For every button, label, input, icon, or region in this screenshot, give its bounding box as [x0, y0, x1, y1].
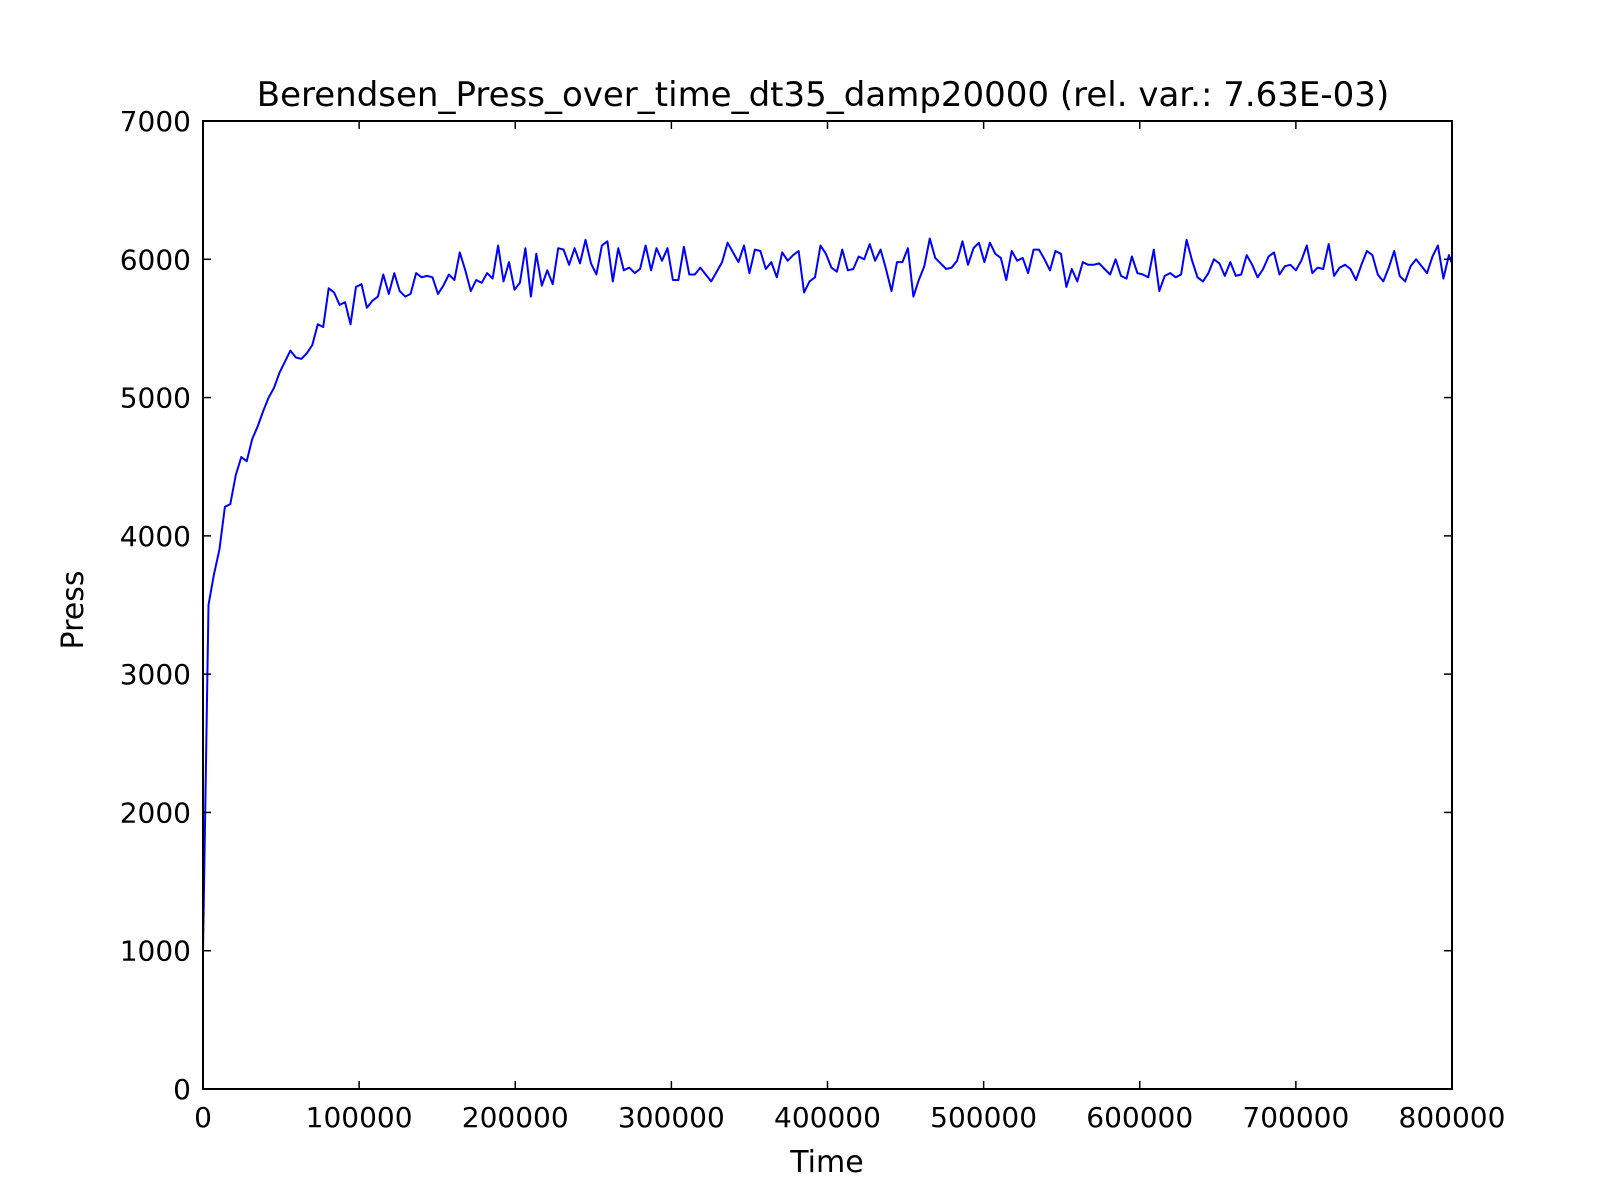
y-tick-label: 2000	[120, 796, 191, 829]
x-axis-label: Time	[789, 1145, 863, 1180]
x-tick-label: 100000	[306, 1101, 413, 1134]
x-tick-label: 600000	[1086, 1101, 1193, 1134]
y-tick-label: 5000	[120, 382, 191, 415]
y-axis-label: Press	[56, 571, 91, 650]
y-tick-label: 3000	[120, 658, 191, 691]
y-tick-label: 7000	[120, 105, 191, 138]
x-tick-label: 0	[194, 1101, 212, 1134]
x-tick-label: 200000	[462, 1101, 569, 1134]
x-tick-label: 800000	[1399, 1101, 1506, 1134]
series-line	[202, 237, 1453, 951]
y-tick-label: 4000	[120, 520, 191, 553]
plot-content	[202, 237, 1453, 951]
y-tick-label: 1000	[120, 935, 191, 968]
x-tick-label: 400000	[774, 1101, 881, 1134]
ticks: 0 100000 200000 300000 400000 500000 600000 700…	[120, 105, 1506, 1134]
x-tick-label: 500000	[930, 1101, 1037, 1134]
y-tick-label: 0	[173, 1073, 191, 1106]
x-tick-label: 700000	[1242, 1101, 1349, 1134]
x-tick-label: 300000	[618, 1101, 725, 1134]
chart-title: Berendsen_Press_over_time_dt35_damp20000…	[257, 75, 1389, 115]
plot-frame	[202, 120, 1453, 1090]
y-tick-label: 6000	[120, 243, 191, 276]
